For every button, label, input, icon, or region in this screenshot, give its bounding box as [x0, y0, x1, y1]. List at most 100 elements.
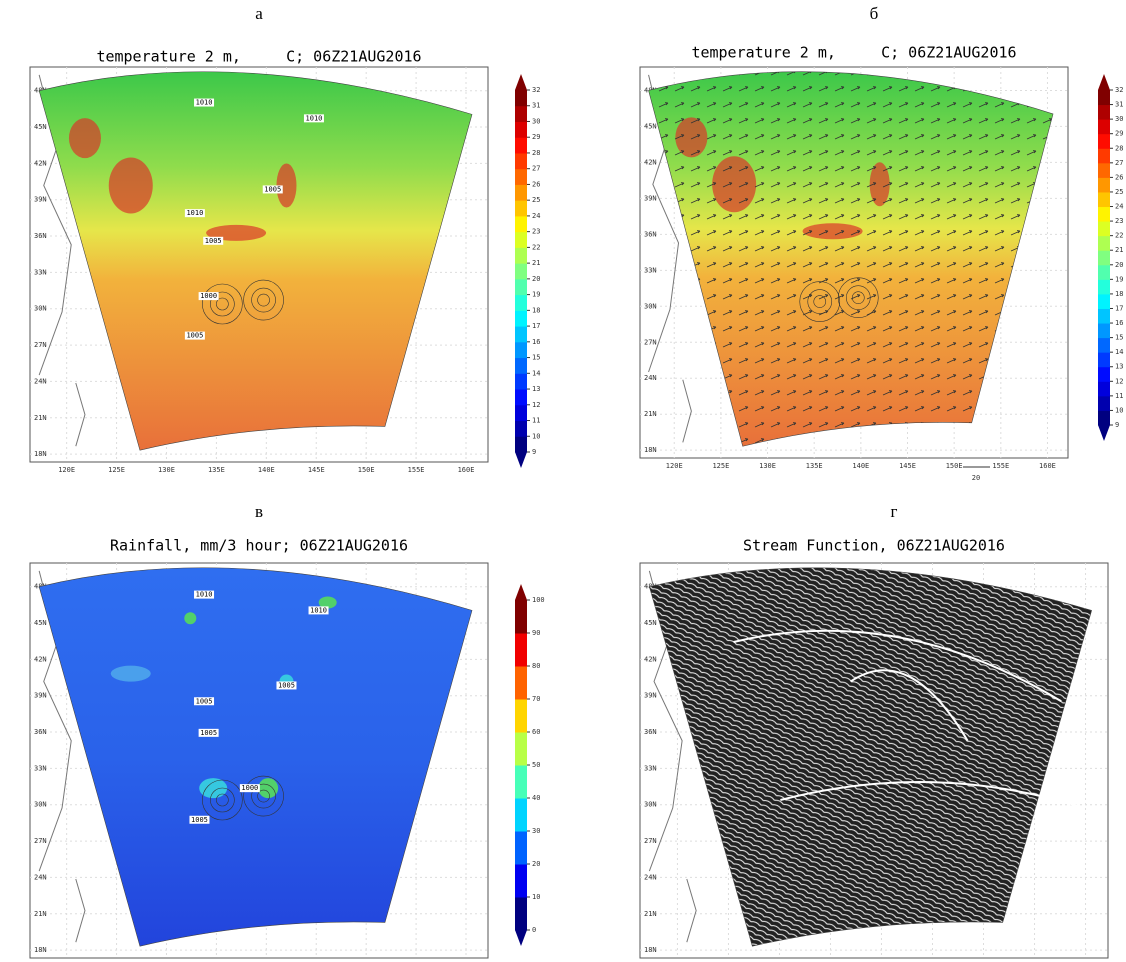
- lon-tick-label: 130E: [759, 462, 776, 470]
- colorbar-tick-label: 40: [532, 794, 540, 802]
- colorbar-tick-label: 13: [1115, 363, 1123, 371]
- vector-scale-label: 20: [972, 474, 980, 482]
- colorbar-segment: [1098, 352, 1110, 367]
- colorbar-segment: [515, 666, 527, 700]
- colorbar-segment: [1098, 294, 1110, 309]
- panel-label: а: [255, 4, 263, 23]
- colorbar-tick-label: 60: [532, 728, 540, 736]
- colorbar-tick-label: 30: [1115, 115, 1123, 123]
- colorbar-tick-label: 17: [1115, 304, 1123, 312]
- rain-cell: [258, 778, 278, 798]
- colorbar-segment: [515, 295, 527, 311]
- colorbar-tick-label: 12: [1115, 377, 1123, 385]
- colorbar-segment: [1098, 90, 1110, 105]
- colorbar-end: [1098, 74, 1110, 90]
- colorbar-segment: [1098, 207, 1110, 222]
- colorbar-tick-label: 29: [1115, 130, 1123, 138]
- colorbar-tick-label: 20: [532, 275, 540, 283]
- lat-tick-label: 30N: [34, 305, 47, 313]
- lon-tick-label: 130E: [158, 466, 175, 474]
- colorbar-segment: [515, 600, 527, 634]
- lat-tick-label: 18N: [644, 946, 657, 954]
- colorbar-tick-label: 30: [532, 827, 540, 835]
- colorbar-segment: [1098, 381, 1110, 396]
- colorbar-segment: [515, 358, 527, 374]
- panel-title: temperature 2 m, C; 06Z21AUG2016: [96, 48, 421, 66]
- lat-tick-label: 27N: [644, 338, 657, 346]
- colorbar-tick-label: 10: [1115, 406, 1123, 414]
- contour-label: 1005: [205, 237, 222, 245]
- lat-tick-label: 27N: [644, 837, 657, 845]
- colorbar-tick-label: 26: [1115, 173, 1123, 181]
- land-heat: [109, 158, 153, 214]
- lat-tick-label: 39N: [644, 194, 657, 202]
- lat-tick-label: 36N: [34, 728, 47, 736]
- contour-label: 1010: [186, 209, 203, 217]
- lon-tick-label: 135E: [806, 462, 823, 470]
- contour-label: 1010: [196, 591, 213, 599]
- lat-tick-label: 27N: [34, 341, 47, 349]
- colorbar-end: [515, 452, 527, 468]
- colorbar-tick-label: 28: [532, 149, 540, 157]
- lat-tick-label: 21N: [34, 910, 47, 918]
- lon-tick-label: 140E: [852, 462, 869, 470]
- colorbar-tick-label: 9: [1115, 421, 1119, 429]
- rain-cell: [184, 612, 196, 624]
- land-heat: [69, 118, 101, 158]
- colorbar-tick-label: 16: [532, 338, 540, 346]
- lat-tick-label: 45N: [644, 619, 657, 627]
- colorbar-tick-label: 10: [532, 893, 540, 901]
- colorbar-end: [1098, 425, 1110, 441]
- colorbar-tick-label: 19: [1115, 275, 1123, 283]
- lon-tick-label: 135E: [208, 466, 225, 474]
- lat-tick-label: 42N: [34, 655, 47, 663]
- colorbar-end: [515, 74, 527, 90]
- lat-tick-label: 42N: [644, 158, 657, 166]
- colorbar-segment: [1098, 410, 1110, 425]
- colorbar-tick-label: 29: [532, 133, 540, 141]
- colorbar-tick-label: 90: [532, 629, 540, 637]
- colorbar-segment: [515, 436, 527, 452]
- lat-tick-label: 36N: [644, 230, 657, 238]
- colorbar-tick-label: 0: [532, 926, 536, 934]
- colorbar-tick-label: 28: [1115, 144, 1123, 152]
- lon-tick-label: 125E: [712, 462, 729, 470]
- colorbar-segment: [515, 232, 527, 248]
- contour-label: 1005: [186, 332, 203, 340]
- panel-label: г: [891, 502, 898, 521]
- colorbar-segment: [515, 421, 527, 437]
- lon-tick-label: 120E: [666, 462, 683, 470]
- colorbar-segment: [515, 633, 527, 667]
- lat-tick-label: 45N: [644, 122, 657, 130]
- lat-tick-label: 27N: [34, 837, 47, 845]
- lat-tick-label: 18N: [34, 450, 47, 458]
- colorbar-segment: [1098, 134, 1110, 149]
- contour-label: 1000: [241, 784, 258, 792]
- panel-title: Stream Function, 06Z21AUG2016: [743, 537, 1005, 555]
- lat-tick-label: 24N: [644, 873, 657, 881]
- colorbar-tick-label: 25: [1115, 188, 1123, 196]
- colorbar-segment: [515, 864, 527, 898]
- colorbar-segment: [515, 342, 527, 358]
- colorbar-tick-label: 19: [532, 291, 540, 299]
- lon-tick-label: 125E: [108, 466, 125, 474]
- colorbar-segment: [1098, 163, 1110, 178]
- lat-tick-label: 36N: [34, 232, 47, 240]
- lon-tick-label: 155E: [992, 462, 1009, 470]
- contour-label: 1005: [196, 697, 213, 705]
- colorbar-tick-label: 27: [1115, 159, 1123, 167]
- lat-tick-label: 39N: [644, 692, 657, 700]
- colorbar-segment: [1098, 119, 1110, 134]
- colorbar-tick-label: 50: [532, 761, 540, 769]
- colorbar-segment: [515, 106, 527, 122]
- colorbar-segment: [515, 405, 527, 421]
- lon-tick-label: 145E: [899, 462, 916, 470]
- colorbar-tick-label: 24: [1115, 203, 1123, 211]
- colorbar-segment: [515, 137, 527, 153]
- colorbar-tick-label: 13: [532, 385, 540, 393]
- colorbar-end: [515, 930, 527, 946]
- rain-cell: [111, 666, 151, 682]
- colorbar-tick-label: 23: [1115, 217, 1123, 225]
- colorbar-tick-label: 22: [532, 243, 540, 251]
- lat-tick-label: 39N: [34, 692, 47, 700]
